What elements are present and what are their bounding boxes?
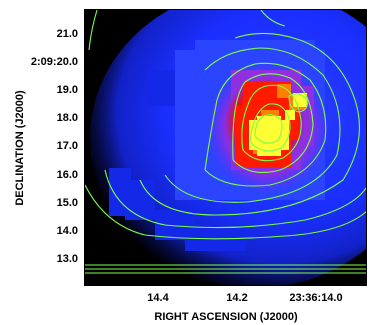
contour-4 [164,47,341,203]
contour-8 [249,103,291,152]
contour-7 [241,84,302,162]
y-tick-label: 2:09:20.0 [30,56,78,68]
y-tick-label: 15.0 [56,197,78,209]
y-tick-label: 14.0 [56,225,78,237]
y-tick-label: 17.0 [56,140,78,152]
y-tick-label: 21.0 [56,28,78,40]
contour-3 [139,32,360,216]
contour-6 [232,73,314,173]
x-tick-label: 14.4 [147,292,169,304]
intensity-map [85,10,366,285]
contour-2 [104,169,366,229]
x-tick-label: 23:36:14.0 [289,292,343,304]
y-tick-label: 18.0 [56,112,78,124]
y-tick-label: 16.0 [56,169,78,181]
contour-9 [254,114,283,144]
x-axis-title: RIGHT ASCENSION (J2000) [154,311,298,323]
y-tick-label: 19.0 [56,84,78,96]
y-tick-label: 13.0 [56,253,78,265]
contour-top [260,10,286,27]
image-panel [84,9,367,286]
contour-5 [204,62,327,187]
y-axis-title: DECLINATION (J2000) [14,90,26,206]
contour-peak-2 [288,93,308,113]
contour-outer [85,184,366,240]
contours [85,10,366,274]
x-tick-label: 14.2 [226,292,248,304]
contour-left-corner [88,10,98,51]
